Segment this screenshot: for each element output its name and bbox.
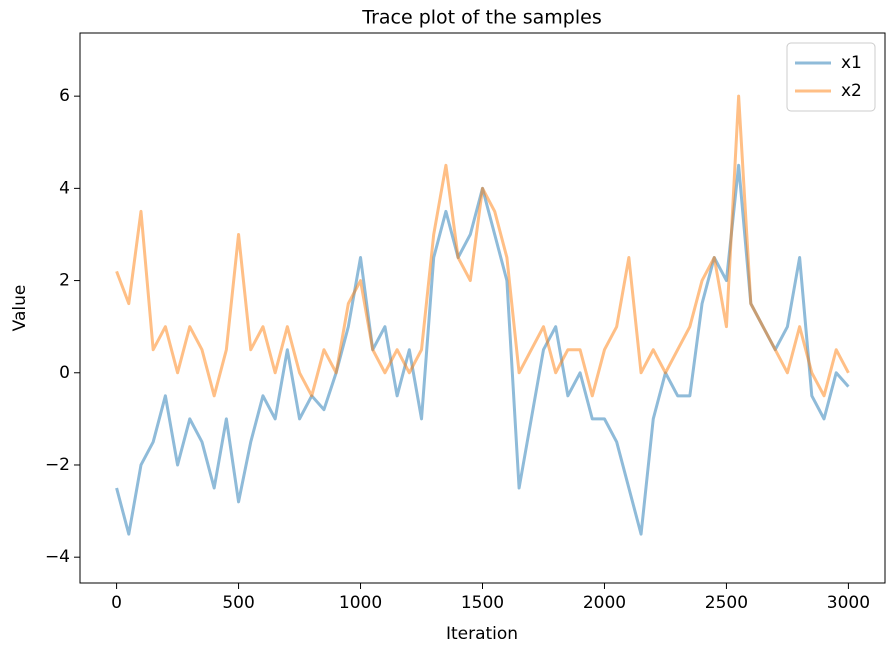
series-line xyxy=(115,94,850,398)
y-tick-label: 4 xyxy=(59,178,70,198)
x-tick-label: 2500 xyxy=(705,593,748,613)
x-tick-label: 0 xyxy=(111,593,122,613)
x-tick-label: 2000 xyxy=(583,593,626,613)
x-tick-label: 500 xyxy=(222,593,254,613)
y-tick-label: 0 xyxy=(59,363,70,383)
legend-box xyxy=(786,42,876,112)
x-tick-label: 1000 xyxy=(339,593,382,613)
x-tick-label: 1500 xyxy=(461,593,504,613)
y-tick-label: −2 xyxy=(45,455,70,475)
x-axis-label: Iteration xyxy=(446,624,518,644)
y-tick-label: −4 xyxy=(45,547,70,567)
y-axis-label: Value xyxy=(10,285,30,332)
y-tick-label: 6 xyxy=(59,86,70,106)
legend-label: x1 xyxy=(841,53,862,73)
x-tick-label: 3000 xyxy=(827,593,870,613)
chart-title: Trace plot of the samples xyxy=(361,7,601,29)
legend-label: x2 xyxy=(841,81,862,101)
y-tick-label: 2 xyxy=(59,271,70,291)
plot-frame xyxy=(79,32,886,584)
